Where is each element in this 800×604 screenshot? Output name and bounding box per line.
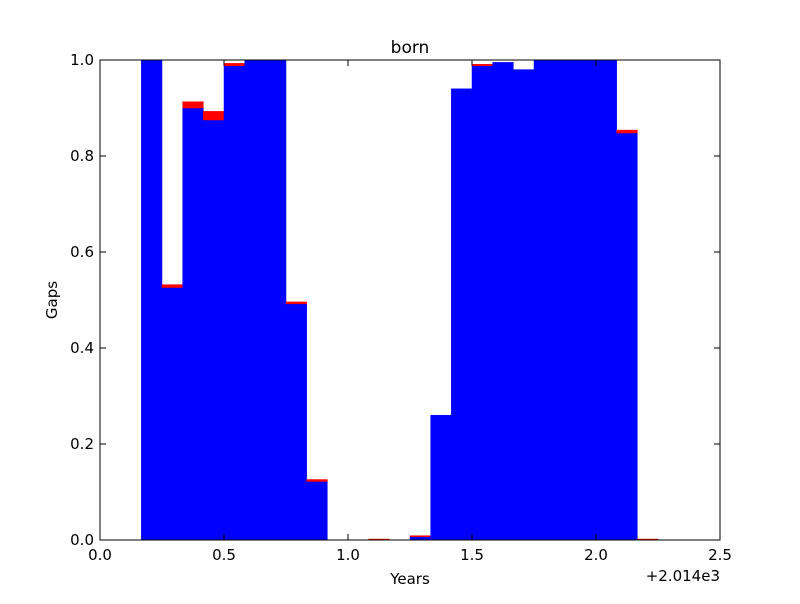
- bar-series1-bin3: [203, 111, 225, 121]
- x-tick-label-4: 2.0: [584, 546, 608, 564]
- bar-series0-bin6: [265, 59, 287, 541]
- x-axis-label: Years: [389, 570, 430, 588]
- bar-series1-bin13: [409, 535, 431, 537]
- bar-series0-bin21: [575, 59, 597, 541]
- bar-series0-bin23: [616, 132, 638, 541]
- y-tick-label-5: 1.0: [70, 51, 94, 69]
- x-tick-label-1: 0.5: [212, 546, 236, 564]
- bar-series0-bin16: [471, 65, 493, 541]
- bar-series0-bin4: [223, 65, 245, 541]
- y-tick-label-4: 0.8: [70, 147, 94, 165]
- bar-series1-bin1: [161, 284, 183, 288]
- bars-layer: [141, 59, 659, 541]
- bar-series0-bin20: [554, 59, 576, 541]
- bar-series1-bin4: [223, 63, 245, 67]
- bar-series0-bin8: [306, 481, 328, 541]
- bar-series1-bin23: [616, 129, 638, 134]
- bar-series0-bin18: [513, 69, 535, 541]
- ticks-layer: 0.0 0.5 1.0 1.5 2.0 2.5 0.0 0.2 0.4 0.6 0.8 1.0: [70, 51, 732, 564]
- plot-area-frame: [99, 59, 721, 541]
- x-tick-label-2: 1.0: [336, 546, 360, 564]
- bar-series0-bin7: [285, 303, 307, 541]
- bar-series0-bin19: [533, 59, 555, 541]
- bar-series0-bin1: [161, 287, 183, 541]
- x-tick-label-0: 0.0: [88, 546, 112, 564]
- bar-series1-bin7: [285, 301, 307, 305]
- bar-series0-bin2: [182, 107, 204, 541]
- x-axis-offset-label: +2.014e3: [646, 567, 720, 585]
- x-tick-label-3: 1.5: [460, 546, 484, 564]
- bar-series0-bin22: [595, 59, 617, 541]
- bar-series1-bin8: [306, 479, 328, 482]
- bar-series0-bin17: [492, 62, 514, 541]
- bar-series0-bin15: [451, 88, 473, 541]
- y-tick-label-0: 0.0: [70, 531, 94, 549]
- y-tick-label-2: 0.4: [70, 339, 94, 357]
- y-axis-label: Gaps: [43, 281, 61, 319]
- bar-series0-bin5: [244, 59, 266, 541]
- bar-series0-bin13: [409, 536, 431, 541]
- bar-series0-bin14: [430, 414, 452, 541]
- x-tick-label-5: 2.5: [708, 546, 732, 564]
- bar-series0-bin3: [203, 119, 225, 541]
- y-tick-label-1: 0.2: [70, 435, 94, 453]
- y-tick-label-3: 0.6: [70, 243, 94, 261]
- bar-series1-bin16: [471, 64, 493, 67]
- bar-series0-bin0: [141, 59, 163, 541]
- bar-series1-bin2: [182, 101, 204, 109]
- chart-title: born: [391, 38, 430, 58]
